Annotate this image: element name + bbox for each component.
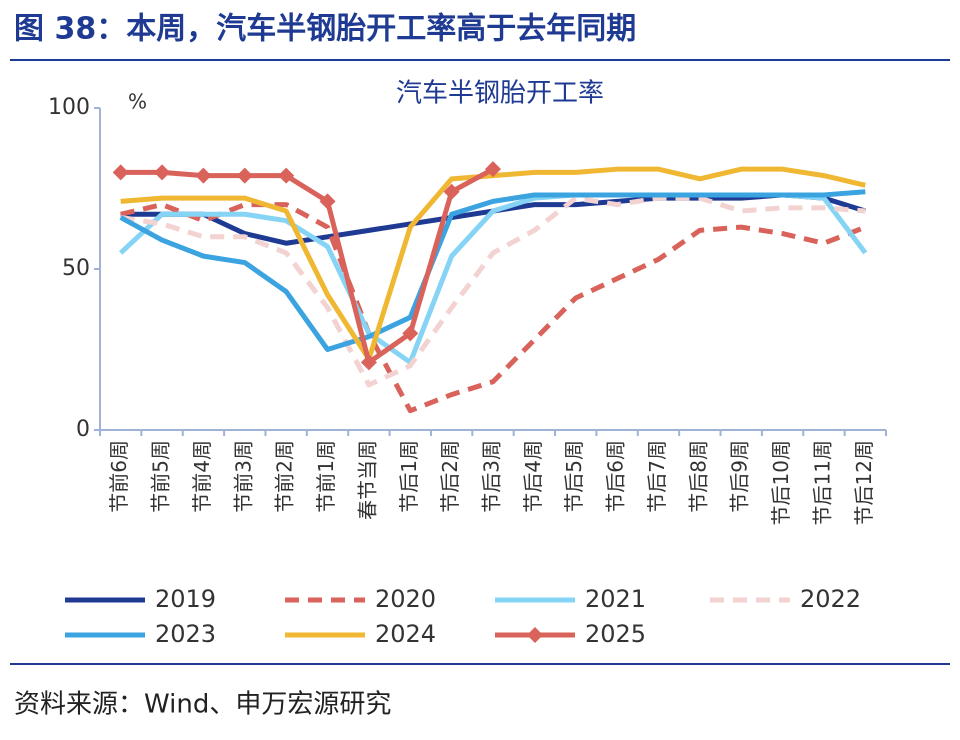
x-tick-label: 节前2周 <box>273 440 297 513</box>
series-line <box>120 195 866 388</box>
point-marker <box>360 354 377 371</box>
legend-label: 2023 <box>155 620 216 648</box>
x-tick-label: 春节当周 <box>355 440 379 520</box>
point-marker <box>195 167 212 184</box>
x-tick-label: 节后6周 <box>604 440 628 513</box>
series-line <box>120 166 495 365</box>
x-tick-label: 节前5周 <box>149 440 173 513</box>
series-line <box>120 202 867 414</box>
source: 资料来源：Wind、申万宏源研究 <box>14 690 391 720</box>
x-tick-label: 节后3周 <box>480 440 504 513</box>
x-tick-label: 节前1周 <box>314 440 338 513</box>
x-tick-label: 节后4周 <box>521 440 545 513</box>
y-tick-label: 100 <box>48 95 90 120</box>
x-tick-label: 节前6周 <box>107 440 131 513</box>
point-marker <box>236 167 253 184</box>
point-marker <box>278 167 295 184</box>
x-tick-label: 节后2周 <box>438 440 462 513</box>
x-tick-label: 节后7周 <box>645 440 669 513</box>
x-tick-label: 节前3周 <box>231 440 255 513</box>
y-unit: % <box>128 90 147 114</box>
y-tick-label: 50 <box>62 256 90 281</box>
point-marker <box>443 183 460 200</box>
legend-label: 2020 <box>375 585 436 613</box>
x-tick-label: 节后9周 <box>728 440 752 513</box>
chart-title: 汽车半钢胎开工率 <box>396 79 604 109</box>
y-tick-label: 0 <box>76 417 90 442</box>
point-marker <box>154 164 171 181</box>
x-tick-label: 节后5周 <box>562 440 586 513</box>
legend-label: 2021 <box>585 585 646 613</box>
legend-label: 2024 <box>375 620 436 648</box>
legend-label: 2022 <box>800 585 861 613</box>
x-tick-label: 节后11周 <box>810 440 834 525</box>
point-marker <box>485 161 501 178</box>
legend-label: 2019 <box>155 585 216 613</box>
series-line <box>119 189 866 352</box>
legend-marker <box>527 627 543 643</box>
point-marker <box>402 325 419 342</box>
x-tick-label: 节前4周 <box>190 440 214 513</box>
figure-title: 图 38：本周，汽车半钢胎开工率高于去年同期 <box>14 12 636 47</box>
legend-label: 2025 <box>585 620 646 648</box>
series-line <box>118 192 868 365</box>
x-tick-label: 节后10周 <box>769 440 793 525</box>
point-marker <box>112 164 129 181</box>
x-tick-label: 节后1周 <box>397 440 421 513</box>
x-tick-label: 节后8周 <box>686 440 710 513</box>
x-tick-label: 节后12周 <box>852 440 876 525</box>
point-marker <box>319 193 336 210</box>
